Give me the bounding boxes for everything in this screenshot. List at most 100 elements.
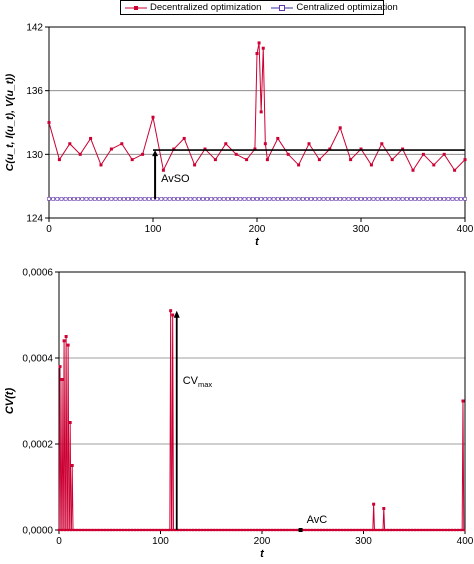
series-cv-point bbox=[115, 528, 119, 532]
series-decentralized-point bbox=[263, 142, 267, 146]
chart-bottom: 0,0000 0,0002 0,0004 0,0006 0 100 200 300 400 t CV… bbox=[4, 268, 474, 561]
series-centralized-point bbox=[80, 197, 85, 201]
chart2-xtick-label: 400 bbox=[457, 536, 474, 547]
annotation-cvmax-label: CVmax bbox=[183, 375, 213, 389]
series-cv-point bbox=[210, 528, 213, 532]
series-cv-point bbox=[91, 528, 94, 532]
series-cv-point bbox=[161, 528, 164, 532]
chart1-ytick-label: 136 bbox=[26, 86, 43, 97]
series-cv-point bbox=[136, 528, 140, 532]
series-cv-spike bbox=[169, 310, 172, 531]
series-cv-point bbox=[191, 528, 195, 532]
series-centralized-point bbox=[454, 197, 459, 201]
series-cv-point bbox=[429, 528, 432, 532]
annotation-avc-label: AvC bbox=[307, 514, 328, 526]
series-decentralized-point bbox=[161, 168, 165, 172]
series-decentralized-point bbox=[463, 158, 467, 162]
series-cv-point bbox=[85, 528, 88, 532]
series-centralized-point bbox=[267, 197, 272, 201]
series-centralized-point bbox=[442, 197, 447, 201]
series-cv-point bbox=[88, 528, 91, 532]
chart1-xtick-label: 200 bbox=[249, 224, 266, 235]
series-centralized-point bbox=[292, 197, 297, 201]
series-centralized-point bbox=[205, 197, 209, 201]
series-cv-point bbox=[188, 528, 192, 532]
chart1-ytick-label: 130 bbox=[26, 150, 43, 161]
series-cv-point bbox=[243, 528, 246, 532]
series-cv-point bbox=[423, 528, 426, 532]
series-cv-point bbox=[140, 528, 143, 532]
series-cv-point bbox=[289, 528, 292, 532]
series-centralized-point bbox=[284, 197, 288, 201]
annotation-avc-marker bbox=[298, 528, 303, 532]
chart2-ytick-label: 0,0004 bbox=[22, 354, 53, 365]
series-cv-point bbox=[66, 528, 70, 532]
series-decentralized-point bbox=[349, 158, 353, 162]
series-cv-point bbox=[438, 528, 441, 532]
series-centralized-point bbox=[201, 197, 205, 201]
series-cv-point bbox=[432, 528, 435, 532]
series-decentralized-point bbox=[338, 126, 342, 130]
series-cv-spike-point bbox=[58, 365, 62, 369]
series-centralized-point bbox=[355, 197, 359, 201]
series-decentralized-point bbox=[245, 158, 249, 162]
series-centralized-point bbox=[63, 197, 68, 201]
series-centralized-point bbox=[117, 197, 122, 201]
series-centralized-point bbox=[234, 197, 238, 201]
series-centralized-point bbox=[163, 197, 168, 201]
series-cv-point bbox=[347, 528, 350, 532]
series-centralized-point bbox=[350, 197, 355, 201]
series-decentralized-point bbox=[172, 147, 176, 151]
series-cv-point bbox=[383, 528, 387, 532]
series-centralized-point bbox=[375, 197, 380, 201]
chart2-ytick-label: 0,0006 bbox=[22, 268, 53, 279]
series-centralized-point bbox=[59, 197, 64, 201]
series-cv-point bbox=[362, 528, 365, 532]
series-centralized-point bbox=[105, 197, 110, 201]
series-centralized-point bbox=[259, 197, 263, 201]
series-cv-point bbox=[231, 528, 234, 532]
chart2-xtick-label: 100 bbox=[152, 536, 169, 547]
series-cv-point bbox=[164, 528, 167, 532]
chart2-plot-frame bbox=[58, 271, 466, 531]
series-centralized-point bbox=[51, 197, 55, 201]
series-decentralized-point bbox=[203, 147, 207, 151]
series-decentralized-point bbox=[99, 163, 103, 167]
series-centralized-point bbox=[325, 197, 330, 201]
series-cv-point bbox=[133, 528, 137, 532]
series-cv-point bbox=[252, 528, 256, 532]
series-centralized-point bbox=[280, 197, 284, 201]
series-centralized-point bbox=[309, 197, 313, 201]
series-centralized-point bbox=[180, 197, 184, 201]
series-centralized-point bbox=[122, 197, 126, 201]
series-centralized-point bbox=[438, 197, 442, 201]
series-cv-point bbox=[79, 528, 82, 532]
series-cv-spike-point bbox=[461, 399, 465, 403]
series-cv-point bbox=[417, 528, 420, 532]
series-cv-point bbox=[350, 528, 353, 532]
chart1-xlabel: t bbox=[255, 236, 260, 248]
series-centralized-point bbox=[321, 197, 326, 201]
series-centralized-point bbox=[425, 197, 430, 201]
series-cv-point bbox=[319, 528, 323, 532]
series-centralized-point bbox=[92, 197, 97, 201]
series-cv-point bbox=[411, 528, 414, 532]
series-centralized-point bbox=[251, 197, 255, 201]
series-cv-point bbox=[170, 528, 173, 532]
series-cv-point bbox=[304, 528, 307, 532]
chart1-xtick-label: 0 bbox=[46, 224, 52, 235]
series-centralized-point bbox=[209, 197, 214, 201]
series-cv-point bbox=[286, 528, 289, 532]
series-centralized-point bbox=[72, 197, 76, 201]
series-cv-point bbox=[143, 528, 146, 532]
legend-swatch-centralized bbox=[271, 4, 294, 11]
series-cv-point bbox=[359, 528, 362, 532]
series-cv-point bbox=[307, 528, 310, 532]
series-centralized-point bbox=[101, 197, 105, 201]
series-centralized-point bbox=[226, 197, 230, 201]
annotation-cvmax-arrowhead bbox=[173, 310, 180, 318]
series-centralized-point bbox=[338, 197, 343, 201]
series-centralized-point bbox=[196, 197, 201, 201]
series-decentralized-point bbox=[276, 136, 280, 140]
